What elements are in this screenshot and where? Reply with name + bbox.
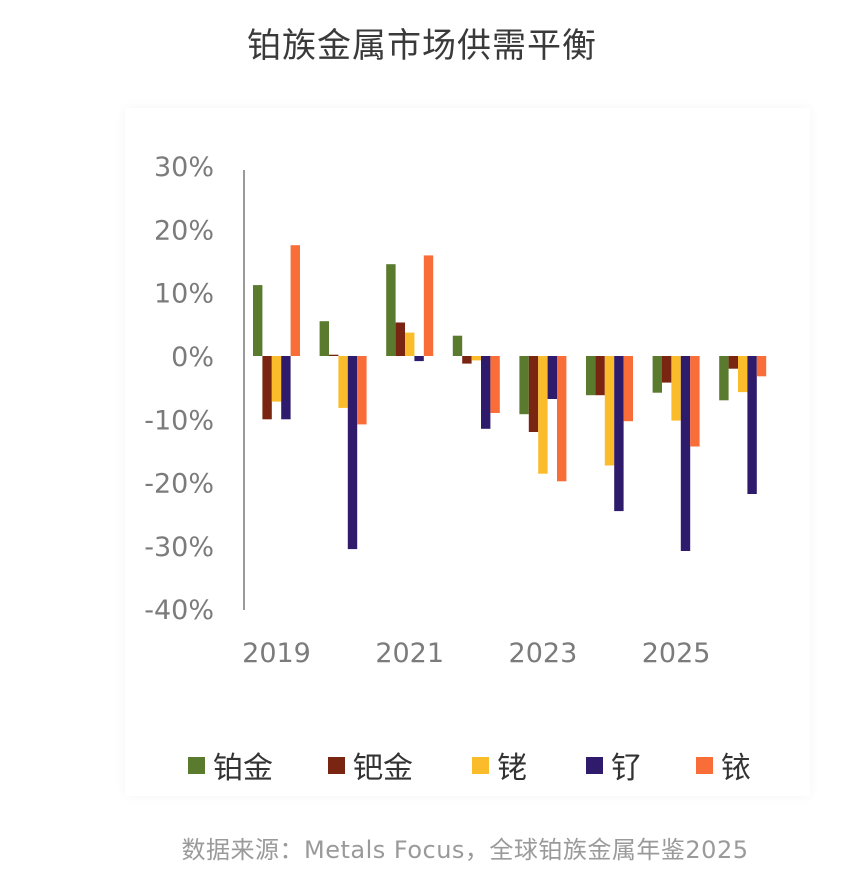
bar-2023-3 (547, 356, 557, 399)
bar-2022-4 (490, 356, 500, 413)
bar-2026-3 (747, 356, 757, 494)
y-tick-label: -30% (144, 532, 214, 563)
bar-2021-0 (386, 264, 396, 356)
x-tick-label: 2025 (642, 638, 711, 669)
legend-item: 钌 (586, 745, 641, 786)
y-tick-label: 10% (154, 279, 214, 310)
y-axis-tick-labels: 30% 20% 10% 0% -10% -20% -30% -40% (144, 152, 214, 626)
x-tick-label: 2023 (509, 638, 578, 669)
bar-2023-4 (557, 356, 567, 482)
x-tick-label: 2021 (375, 638, 444, 669)
bar-2025-4 (690, 356, 700, 447)
legend-label: 钌 (611, 751, 641, 786)
bar-2026-0 (719, 356, 729, 401)
bar-2026-1 (728, 356, 738, 369)
bar-2024-1 (595, 356, 605, 396)
x-axis-tick-labels: 2019 2021 2023 2025 (242, 638, 710, 669)
y-tick-label: -40% (144, 595, 214, 626)
bar-2021-4 (423, 255, 434, 356)
bar-2019-2 (271, 356, 282, 402)
bar-2019-3 (281, 356, 291, 420)
bar-2022-3 (481, 356, 491, 429)
legend-label: 钯金 (353, 751, 413, 786)
legend-swatch (328, 756, 345, 774)
bar-2020-2 (338, 356, 348, 408)
bar-2021-1 (395, 322, 405, 356)
y-tick-label: -10% (144, 405, 214, 436)
legend: 铂金 钯金 铑 钌 铱 (188, 745, 788, 786)
legend-swatch (188, 756, 205, 774)
legend-item: 铂金 (188, 745, 273, 786)
legend-label: 铑 (497, 751, 527, 786)
chart-title: 铂族金属市场供需平衡 (247, 26, 597, 66)
bar-2025-1 (662, 356, 672, 383)
legend-label: 铱 (721, 751, 751, 786)
bar-2020-0 (319, 321, 329, 356)
bar-2022-2 (471, 356, 481, 361)
y-tick-label: 30% (154, 152, 214, 183)
bar-2020-1 (329, 354, 339, 356)
bar-2020-4 (357, 356, 367, 425)
bar-2022-1 (462, 356, 472, 364)
bar-series (253, 245, 767, 551)
bar-2026-2 (738, 356, 748, 393)
y-tick-label: 0% (171, 342, 214, 373)
legend-item: 铱 (696, 745, 751, 786)
bar-2020-3 (347, 356, 358, 550)
bar-2025-0 (652, 356, 662, 393)
bar-2023-2 (538, 356, 548, 474)
bar-2023-1 (528, 356, 539, 432)
legend-swatch (696, 756, 713, 774)
legend-label: 铂金 (213, 751, 273, 786)
bar-2024-3 (614, 356, 624, 512)
legend-swatch (586, 756, 603, 774)
bar-2023-0 (519, 356, 529, 415)
bar-2021-3 (414, 356, 424, 362)
bar-2021-2 (405, 332, 415, 356)
y-tick-label: -20% (144, 469, 214, 500)
bar-2025-3 (680, 356, 691, 551)
source-note: 数据来源：Metals Focus，全球铂族金属年鉴2025 (181, 836, 749, 864)
bar-2026-4 (756, 356, 767, 377)
bar-2024-2 (604, 356, 615, 466)
legend-item: 铑 (472, 745, 527, 786)
bar-2022-0 (452, 335, 463, 356)
legend-swatch (472, 756, 489, 774)
y-tick-label: 20% (154, 215, 214, 246)
bar-2019-1 (262, 356, 272, 420)
bar-2019-4 (290, 245, 300, 356)
x-tick-label: 2019 (242, 638, 311, 669)
bar-2024-0 (586, 356, 596, 396)
legend-item: 钯金 (328, 745, 413, 786)
bar-2025-2 (671, 356, 681, 421)
bar-2019-0 (253, 285, 263, 356)
chart-panel (125, 108, 810, 796)
bar-2024-4 (623, 356, 633, 422)
